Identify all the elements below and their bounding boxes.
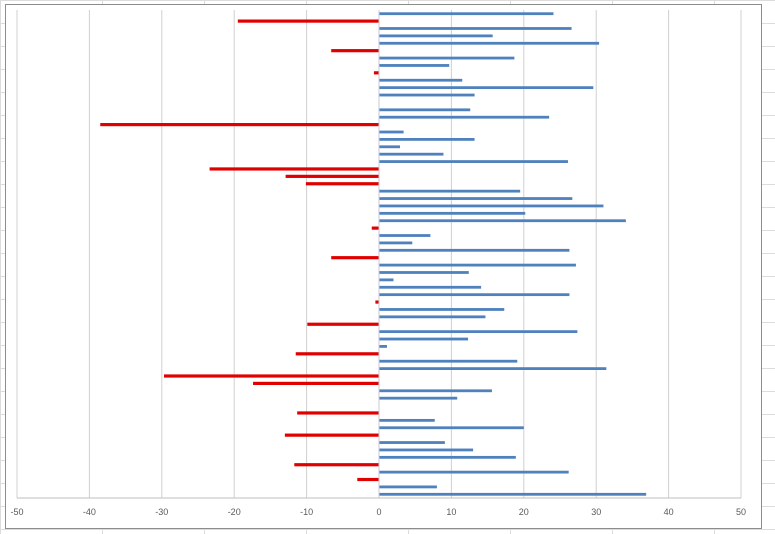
x-tick-label: -10 — [300, 507, 313, 517]
x-tick-label: 0 — [376, 507, 381, 517]
bar-positive — [379, 315, 486, 319]
bar-positive — [379, 308, 505, 311]
bar-positive — [379, 337, 469, 341]
bar-negative — [237, 19, 379, 23]
bar-negative — [331, 49, 379, 53]
bar-positive — [379, 108, 471, 112]
bar-positive — [379, 455, 516, 459]
bar-positive — [379, 234, 431, 237]
x-tick-label: 40 — [664, 507, 674, 517]
bar-negative — [284, 433, 379, 437]
bar-positive — [379, 27, 572, 30]
bar-positive — [379, 345, 387, 348]
bar-negative — [375, 300, 379, 304]
x-tick-label: 50 — [736, 507, 746, 517]
bar-negative — [331, 256, 379, 260]
bar-negative — [307, 322, 379, 326]
bar-negative — [371, 226, 379, 230]
bar-positive — [379, 189, 521, 193]
bar-positive — [379, 359, 518, 363]
bar-positive — [379, 271, 469, 274]
bar-positive — [379, 204, 604, 208]
bar-positive — [379, 293, 570, 297]
x-tick-label: -30 — [155, 507, 168, 517]
bar-positive — [379, 285, 482, 289]
bar-positive — [379, 64, 450, 67]
bar-negative — [253, 381, 379, 385]
bar-negative — [163, 374, 379, 378]
x-tick-label: 20 — [519, 507, 529, 517]
bar-positive — [379, 197, 573, 200]
bar-negative — [305, 182, 379, 186]
bar-positive — [379, 485, 437, 489]
bar-positive — [379, 56, 515, 60]
bar-negative — [373, 71, 379, 75]
bar-positive — [379, 152, 444, 156]
bar-positive — [379, 330, 578, 334]
bar-negative — [285, 174, 379, 178]
bar-positive — [379, 367, 607, 371]
bar-negative — [357, 477, 379, 482]
bar-positive — [379, 86, 594, 90]
x-tick-label: 10 — [446, 507, 456, 517]
bar-positive — [379, 34, 493, 38]
bar-negative — [295, 352, 379, 356]
bar-positive — [379, 470, 569, 474]
bar-positive — [379, 426, 524, 430]
bar-positive — [379, 12, 554, 16]
x-tick-label: 30 — [591, 507, 601, 517]
bar-positive — [379, 241, 413, 245]
bar-positive — [379, 93, 475, 97]
bar-positive — [379, 418, 435, 422]
bar-positive — [379, 145, 400, 149]
bar-positive — [379, 211, 526, 215]
bar-positive — [379, 441, 445, 444]
bar-positive — [379, 396, 458, 400]
bar-positive — [379, 78, 463, 82]
bar-negative — [294, 463, 379, 467]
bar-positive — [379, 41, 600, 45]
bar-positive — [379, 263, 576, 267]
bar-positive — [379, 137, 475, 141]
bar-negative — [209, 167, 379, 171]
bar-positive — [379, 115, 550, 119]
x-tick-label: -20 — [228, 507, 241, 517]
bar-negative — [100, 123, 379, 127]
x-tick-label: -50 — [10, 507, 23, 517]
bar-positive — [379, 160, 568, 163]
bar-negative — [297, 411, 379, 415]
bar-positive — [379, 219, 626, 223]
bar-positive — [379, 278, 394, 282]
bar-positive — [379, 448, 474, 452]
bar-positive — [379, 130, 404, 134]
bar-positive — [379, 248, 570, 252]
bar-positive — [379, 389, 492, 393]
x-tick-label: -40 — [83, 507, 96, 517]
bar-positive — [379, 492, 647, 496]
